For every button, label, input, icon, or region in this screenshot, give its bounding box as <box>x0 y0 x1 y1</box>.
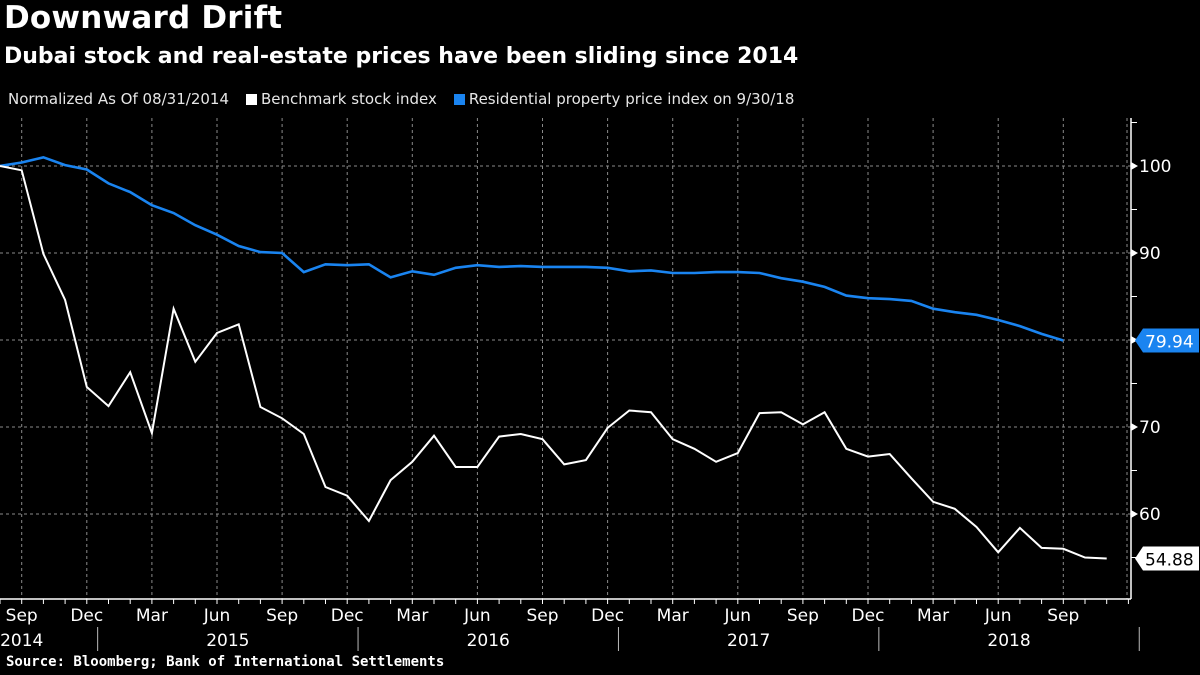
y-axis-tick-marker <box>1131 510 1138 518</box>
y-tick-label: 70 <box>1139 418 1161 438</box>
x-tick-label: Dec <box>70 606 103 626</box>
x-tick-label: Jun <box>463 606 491 626</box>
x-tick-label: Dec <box>852 606 885 626</box>
y-axis-tick-marker <box>1131 423 1138 431</box>
last-value-label-stock: 54.88 <box>1145 551 1194 571</box>
y-axis-tick-marker <box>1131 336 1138 344</box>
x-tick-label: Mar <box>136 606 168 626</box>
last-value-label-property: 79.94 <box>1145 333 1194 353</box>
x-tick-label: Mar <box>396 606 428 626</box>
legend-note: Normalized As Of 08/31/2014 <box>8 90 229 108</box>
x-year-label: 2017 <box>727 631 770 651</box>
x-tick-label: Mar <box>917 606 949 626</box>
legend-label-property: Residential property price index on 9/30… <box>468 90 795 108</box>
legend: Normalized As Of 08/31/2014 Benchmark st… <box>8 90 794 108</box>
x-tick-label: Jun <box>203 606 231 626</box>
x-tick-label: Dec <box>331 606 364 626</box>
legend-label-stock: Benchmark stock index <box>261 90 437 108</box>
x-tick-label: Sep <box>6 606 38 626</box>
chart-subtitle: Dubai stock and real-estate prices have … <box>4 44 799 69</box>
x-tick-label: Dec <box>591 606 624 626</box>
y-tick-label: 100 <box>1139 157 1171 177</box>
x-tick-label: Sep <box>1047 606 1079 626</box>
legend-item-stock: Benchmark stock index <box>246 90 437 108</box>
y-axis-tick-marker <box>1131 162 1138 170</box>
x-year-label: 2018 <box>987 631 1030 651</box>
legend-item-property: Residential property price index on 9/30… <box>453 90 795 108</box>
legend-swatch-property <box>453 93 465 105</box>
last-value-badge-stock <box>1135 546 1199 571</box>
x-tick-label: Sep <box>787 606 819 626</box>
series-line-stock <box>0 165 1107 560</box>
source-note: Source: Bloomberg; Bank of International… <box>6 654 445 670</box>
x-tick-label: Jun <box>984 606 1012 626</box>
series-line-property <box>0 155 1064 342</box>
legend-swatch-stock <box>246 93 257 105</box>
chart-title: Downward Drift <box>4 0 283 36</box>
x-tick-label: Jun <box>724 606 752 626</box>
y-tick-label: 90 <box>1139 244 1161 264</box>
y-tick-label: 60 <box>1139 505 1161 525</box>
x-tick-label: Sep <box>266 606 298 626</box>
x-year-label: 2015 <box>206 631 249 651</box>
x-tick-label: Sep <box>526 606 558 626</box>
y-axis-tick-marker <box>1131 249 1138 257</box>
x-year-label: 2014 <box>0 631 43 651</box>
last-value-badge-property <box>1135 328 1199 353</box>
x-tick-label: Mar <box>657 606 689 626</box>
x-year-label: 2016 <box>467 631 510 651</box>
